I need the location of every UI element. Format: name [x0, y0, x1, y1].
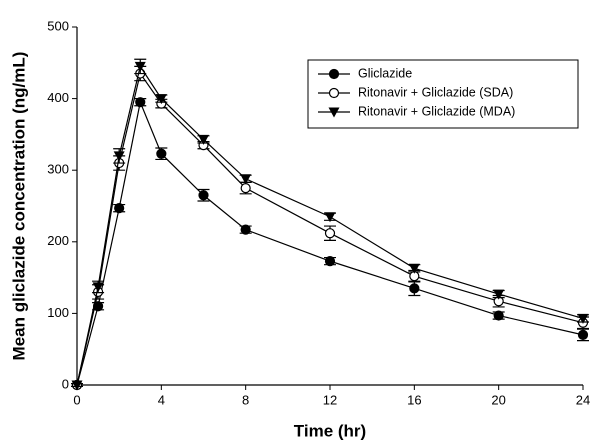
series-line — [76, 100, 584, 386]
marker — [156, 148, 167, 159]
x-tick-label: 4 — [158, 392, 165, 407]
y-tick-label: 200 — [47, 233, 69, 248]
marker — [198, 134, 209, 145]
legend-label: Ritonavir + Gliclazide (SDA) — [358, 85, 513, 99]
legend: Gliclazide Ritonavir + Gliclazide (SDA) Ri… — [307, 59, 579, 129]
marker — [155, 94, 167, 105]
marker — [324, 256, 336, 267]
y-tick-label: 300 — [47, 162, 69, 177]
marker — [113, 151, 125, 162]
marker — [240, 174, 252, 185]
x-tick-label: 20 — [491, 392, 505, 407]
x-tick-label: 16 — [407, 392, 421, 407]
legend-box — [307, 59, 579, 129]
y-tick-label: 100 — [47, 305, 69, 320]
marker — [92, 282, 104, 293]
y-tick-label: 500 — [47, 18, 69, 33]
marker — [324, 228, 336, 239]
marker — [240, 183, 251, 194]
x-tick-label: 0 — [73, 392, 80, 407]
x-tick-label: 8 — [242, 392, 249, 407]
marker — [71, 380, 83, 391]
y-tick-label: 400 — [47, 90, 69, 105]
x-tick-label: 12 — [323, 392, 337, 407]
legend-label: Gliclazide — [358, 66, 412, 80]
y-axis-title: Mean gliclazide concentration (ng/mL) — [9, 52, 28, 361]
marker — [409, 283, 420, 294]
marker — [135, 97, 146, 108]
x-axis-title: Time (hr) — [294, 421, 366, 440]
marker — [328, 68, 340, 80]
legend-label: Ritonavir + Gliclazide (MDA) — [358, 104, 515, 118]
x-tick-label: 24 — [576, 392, 590, 407]
marker — [134, 61, 146, 72]
marker — [240, 224, 251, 235]
marker — [328, 87, 340, 99]
marker — [577, 313, 589, 324]
marker — [114, 203, 125, 214]
marker — [493, 310, 504, 321]
marker — [324, 212, 336, 223]
marker — [198, 190, 209, 201]
marker — [577, 329, 589, 340]
marker — [408, 263, 420, 274]
y-tick-label: 0 — [62, 376, 69, 391]
marker — [493, 289, 505, 300]
marker — [328, 107, 340, 118]
